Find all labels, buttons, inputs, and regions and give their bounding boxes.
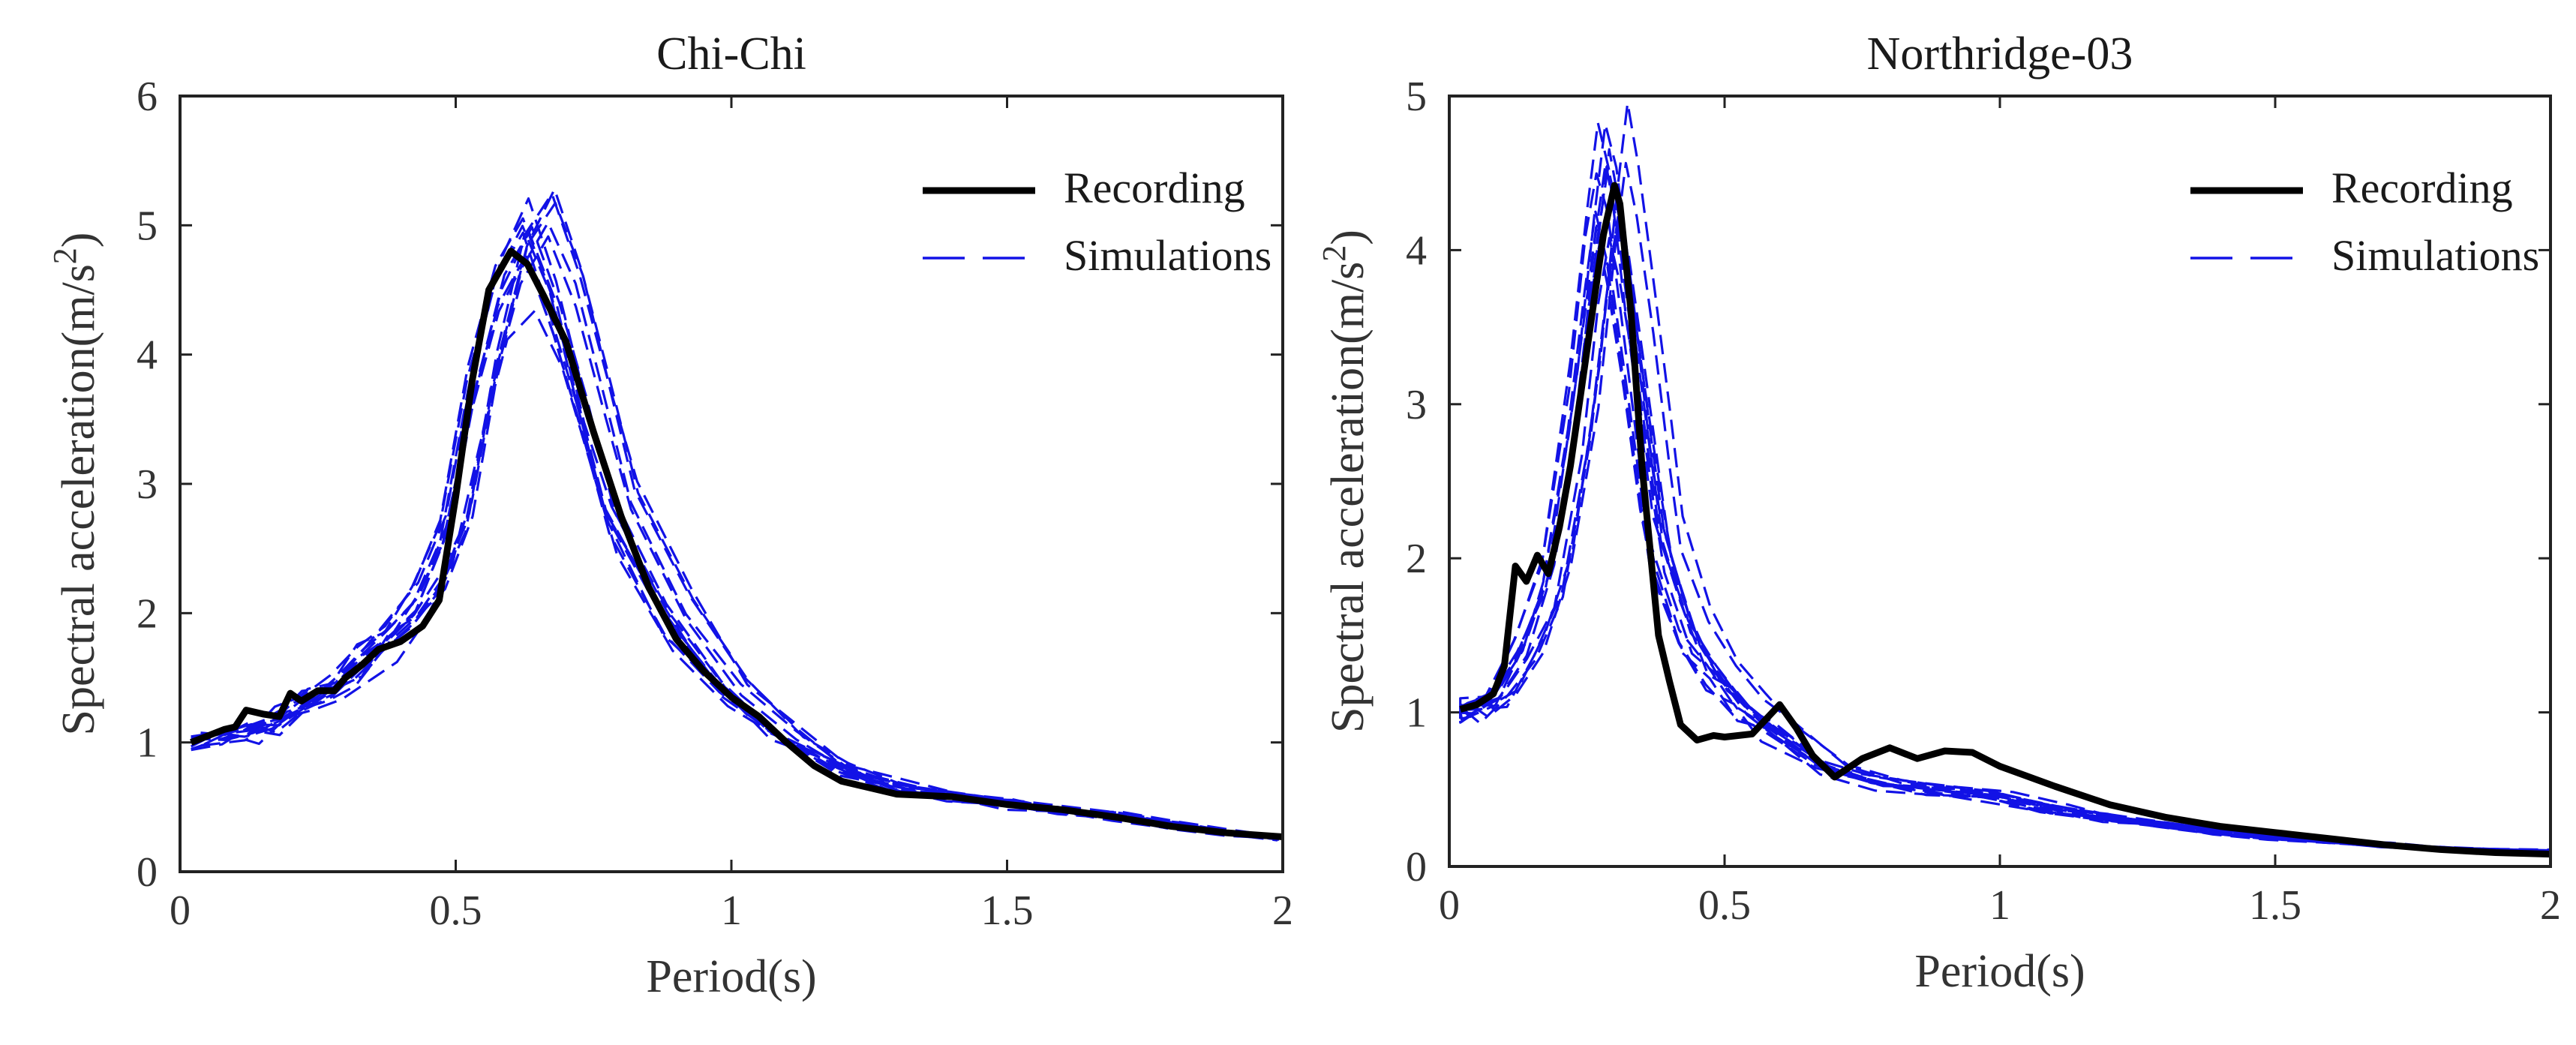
- y-axis-label: Spectral acceleration(m/s2): [47, 233, 105, 736]
- y-tick-label: 1: [137, 720, 158, 767]
- plot-frame: [179, 95, 1284, 873]
- simulation-line: [204, 192, 1283, 839]
- simulation-line: [1460, 236, 2549, 852]
- y-tick-label: 2: [137, 590, 158, 637]
- y-tick-label: 4: [1406, 227, 1427, 274]
- y-axis-label: Spectral acceleration(m/s2): [1316, 230, 1374, 733]
- legend: Recording Simulations: [2190, 164, 2539, 280]
- simulation-line: [191, 255, 1278, 842]
- simulation-line: [207, 201, 1283, 838]
- simulation-line: [191, 230, 1280, 841]
- simulations-group: [1459, 101, 2550, 854]
- y-tick-label: 5: [1406, 74, 1427, 120]
- simulation-line: [191, 217, 1277, 841]
- y-tick-label: 1: [1406, 690, 1427, 737]
- simulation-line: [191, 226, 1280, 839]
- simulation-line: [200, 235, 1283, 840]
- y-tick-label: 2: [1406, 536, 1427, 582]
- x-tick-label: 2: [2540, 882, 2561, 929]
- plot-frame: [1448, 95, 2552, 868]
- y-tick-label: 4: [137, 332, 158, 379]
- legend-recording-label: Recording: [1064, 164, 1245, 212]
- simulation-line: [206, 188, 1283, 838]
- legend-simulations-label: Simulations: [2331, 231, 2539, 280]
- simulation-line: [191, 309, 1282, 840]
- simulations-group: [190, 188, 1283, 842]
- chart-title: Chi-Chi: [656, 29, 806, 80]
- x-tick-label: 0.5: [430, 887, 482, 934]
- y-tick-label: 0: [137, 849, 158, 896]
- simulation-line: [1463, 215, 2550, 852]
- y-tick-label: 3: [1406, 382, 1427, 428]
- recording-line: [1459, 182, 2550, 858]
- x-tick-label: 1: [1989, 882, 2010, 929]
- y-tick-label: 3: [137, 461, 158, 508]
- x-tick-label: 0: [1439, 882, 1460, 929]
- legend-recording-label: Recording: [2331, 164, 2513, 212]
- x-axis-label: Period(s): [1914, 946, 2085, 997]
- chart-panel-chi-chi: Chi-Chi 0 0.5 1 1.5 2 0 1 2 3 4 5 6 Period(s) Spectral…: [47, 29, 1294, 1002]
- legend-simulations-label: Simulations: [1064, 231, 1271, 280]
- x-tick-label: 2: [1272, 887, 1293, 934]
- chart-panel-northridge: Northridge-03 0 0.5 1 1.5 2 0 1 2 3 4 5 Period(s) Spe…: [1316, 29, 2562, 997]
- simulation-line: [1459, 241, 2545, 853]
- simulation-line: [1459, 210, 2543, 854]
- simulation-line: [191, 224, 1277, 841]
- simulation-line: [200, 221, 1283, 838]
- x-tick-label: 0.5: [1698, 882, 1751, 929]
- x-tick-label: 1: [721, 887, 742, 934]
- simulation-line: [190, 231, 1277, 838]
- x-axis-label: Period(s): [646, 951, 816, 1002]
- simulation-line: [191, 255, 1278, 841]
- y-tick-label: 5: [137, 203, 158, 249]
- chart-title: Northridge-03: [1867, 29, 2133, 80]
- recording-line: [190, 248, 1283, 840]
- x-tick-label: 1.5: [981, 887, 1034, 934]
- simulation-line: [1463, 221, 2550, 854]
- legend: Recording Simulations: [923, 164, 1271, 280]
- x-tick-label: 0: [170, 887, 191, 934]
- x-tick-label: 1.5: [2249, 882, 2301, 929]
- y-tick-label: 6: [137, 74, 158, 120]
- simulation-line: [191, 197, 1279, 838]
- y-tick-label: 0: [1406, 844, 1427, 890]
